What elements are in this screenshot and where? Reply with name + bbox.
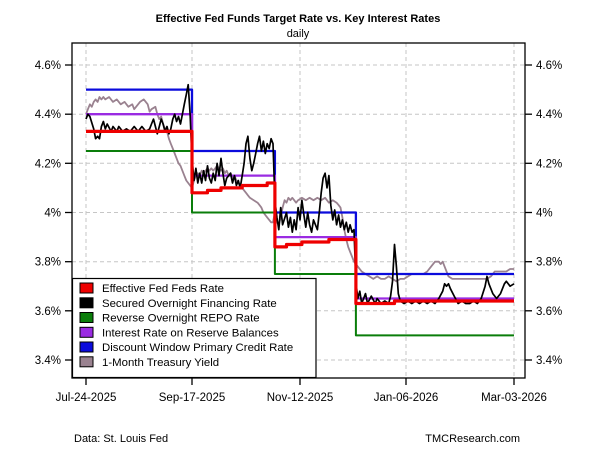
legend-swatch-rrp: [79, 312, 94, 323]
legend-swatch-iorb: [79, 326, 94, 338]
y-tick-label-right: 3.8%: [536, 257, 562, 269]
legend-label-discount: Discount Window Primary Credit Rate: [102, 342, 293, 354]
data-source-credit: Data: St. Louis Fed: [74, 433, 168, 445]
legend-label-sofr: Secured Overnight Financing Rate: [102, 298, 277, 310]
legend-swatch-discount: [79, 341, 94, 353]
y-tick-label-right: 4.2%: [536, 158, 562, 170]
y-tick-label-right: 3.4%: [536, 355, 562, 367]
chart-subtitle: daily: [287, 28, 310, 40]
chart-title: Effective Fed Funds Target Rate vs. Key …: [156, 13, 441, 25]
legend-swatch-t1m: [79, 356, 94, 368]
legend-layer: Effective Fed Feds Rate Secured Overnight…: [71, 277, 317, 379]
legend-label-iorb: Interest Rate on Reserve Balances: [102, 327, 279, 339]
series-line-effr: [86, 129, 514, 306]
x-tick-label: Nov-12-2025: [267, 392, 333, 404]
y-tick-label-left: 3.4%: [35, 355, 61, 367]
x-tick-label: Jan-06-2026: [374, 392, 439, 404]
legend-label-rrp: Reverse Overnight REPO Rate: [102, 313, 260, 325]
y-tick-label-left: 3.8%: [35, 257, 61, 269]
y-tick-label-left: 3.6%: [35, 306, 61, 318]
y-tick-label-left: 4.2%: [35, 158, 61, 170]
x-tick-label: Sep-17-2025: [159, 392, 226, 404]
y-tick-label-left: 4.4%: [35, 109, 61, 121]
site-credit: TMCResearch.com: [425, 433, 520, 445]
y-tick-label-right: 3.6%: [536, 306, 562, 318]
y-tick-label-right: 4.4%: [536, 109, 562, 121]
legend-label-effr: Effective Fed Feds Rate: [102, 283, 224, 295]
y-tick-label-right: 4.6%: [536, 60, 562, 72]
x-tick-label: Jul-24-2025: [56, 392, 117, 404]
legend-swatch-sofr: [79, 297, 94, 309]
y-tick-label-left: 4%: [44, 208, 61, 220]
legend-swatch-effr: [79, 282, 94, 294]
series-layer: [85, 83, 515, 337]
legend-box: [71, 277, 317, 379]
legend-label-t1m: 1-Month Treasury Yield: [102, 357, 219, 369]
y-tick-label-left: 4.6%: [35, 60, 61, 72]
axis-layer: 4.6% 4.6% 4.4% 4.4% 4.2% 4.2% 4% 4% 3.8% 3.8% 3.6%…: [35, 42, 562, 404]
x-tick-label: Mar-03-2026: [481, 392, 547, 404]
y-tick-label-right: 4%: [536, 208, 553, 220]
